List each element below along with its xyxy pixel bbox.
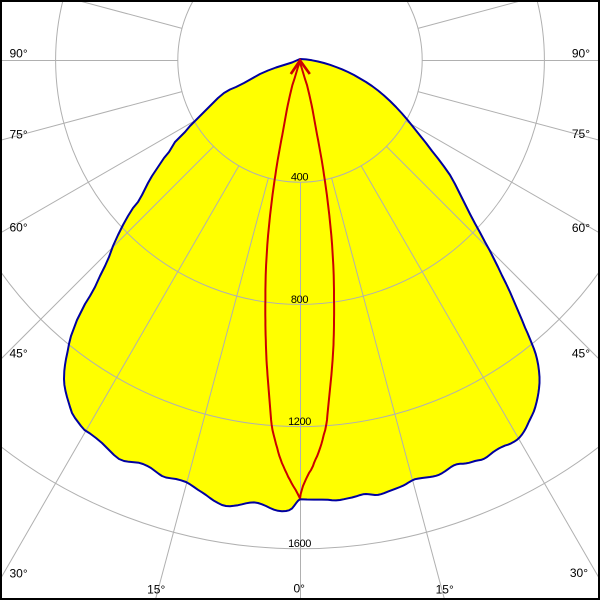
svg-text:90°: 90° xyxy=(10,47,28,61)
svg-text:45°: 45° xyxy=(572,347,590,361)
svg-text:75°: 75° xyxy=(572,127,590,141)
svg-text:1600: 1600 xyxy=(288,538,311,550)
svg-text:800: 800 xyxy=(291,294,308,306)
svg-text:60°: 60° xyxy=(572,221,590,235)
svg-text:30°: 30° xyxy=(10,567,28,581)
svg-text:15°: 15° xyxy=(436,583,454,597)
svg-text:45°: 45° xyxy=(10,347,28,361)
svg-text:400: 400 xyxy=(291,172,308,184)
svg-text:90°: 90° xyxy=(572,47,590,61)
svg-text:15°: 15° xyxy=(147,583,165,597)
svg-text:1200: 1200 xyxy=(288,416,311,428)
svg-text:30°: 30° xyxy=(570,566,588,580)
svg-text:60°: 60° xyxy=(10,221,28,235)
svg-text:0°: 0° xyxy=(293,582,305,596)
svg-text:75°: 75° xyxy=(10,128,28,142)
